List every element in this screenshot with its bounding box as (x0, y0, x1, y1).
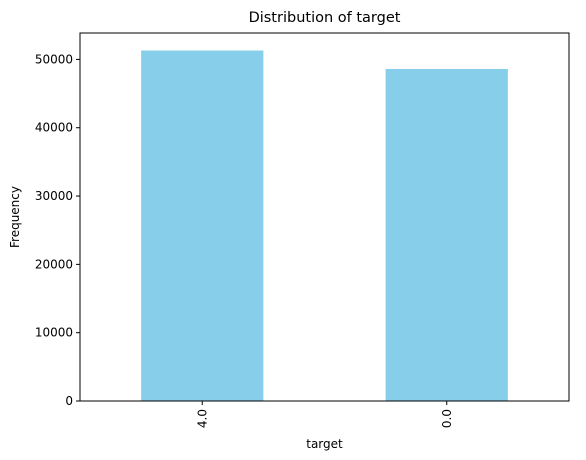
y-tick-label: 20000 (35, 257, 73, 271)
bars-group (141, 50, 508, 402)
y-tick-label: 10000 (35, 326, 73, 340)
bar-0.0 (385, 68, 508, 402)
chart-title: Distribution of target (249, 10, 401, 26)
y-axis-label: Frequency (8, 186, 22, 248)
plot-frame (79, 32, 570, 402)
x-axis-label: target (306, 437, 343, 451)
x-axis-ticks: 4.0 0.0 (195, 401, 454, 428)
y-tick-label: 50000 (35, 52, 73, 66)
y-axis-ticks: 0 10000 20000 30000 40000 50000 (35, 52, 80, 408)
y-tick-label: 30000 (35, 189, 73, 203)
y-tick-label: 40000 (35, 121, 73, 135)
x-tick-label: 4.0 (195, 409, 209, 428)
y-tick-label: 0 (65, 394, 73, 408)
bar-4.0 (141, 50, 264, 402)
x-tick-label: 0.0 (440, 409, 454, 428)
